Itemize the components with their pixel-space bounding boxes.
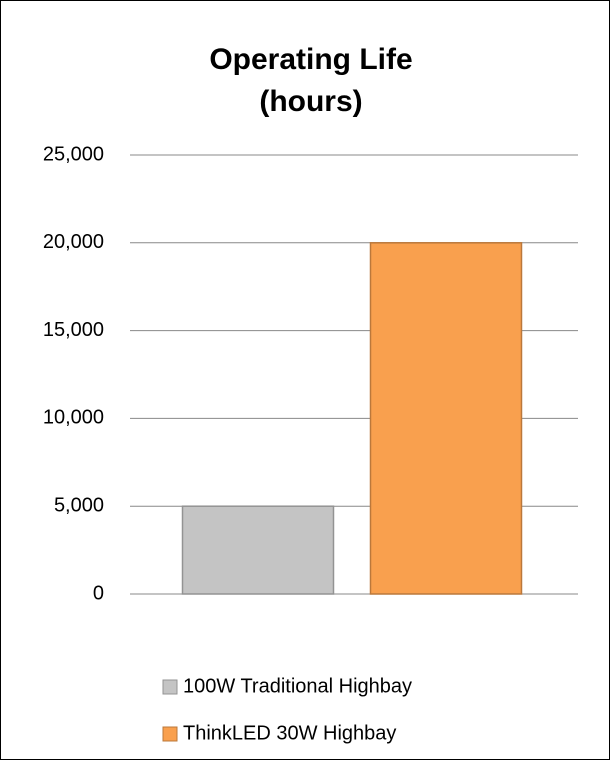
- y-tick-label: 15,000: [43, 319, 104, 341]
- bar: [181, 505, 335, 595]
- legend-swatch: [162, 726, 178, 742]
- legend-label: 100W Traditional Highbay: [183, 675, 412, 697]
- bar: [369, 242, 523, 595]
- y-tick-label: 5,000: [54, 494, 104, 516]
- y-tick-label: 25,000: [43, 143, 104, 165]
- y-tick-label: 20,000: [43, 231, 104, 253]
- y-tick-label: 10,000: [43, 407, 104, 429]
- chart-title: Operating Life (hours): [209, 43, 413, 118]
- legend-swatch: [162, 679, 178, 695]
- legend-label: ThinkLED 30W Highbay: [183, 722, 396, 744]
- y-tick-label: 0: [93, 582, 104, 604]
